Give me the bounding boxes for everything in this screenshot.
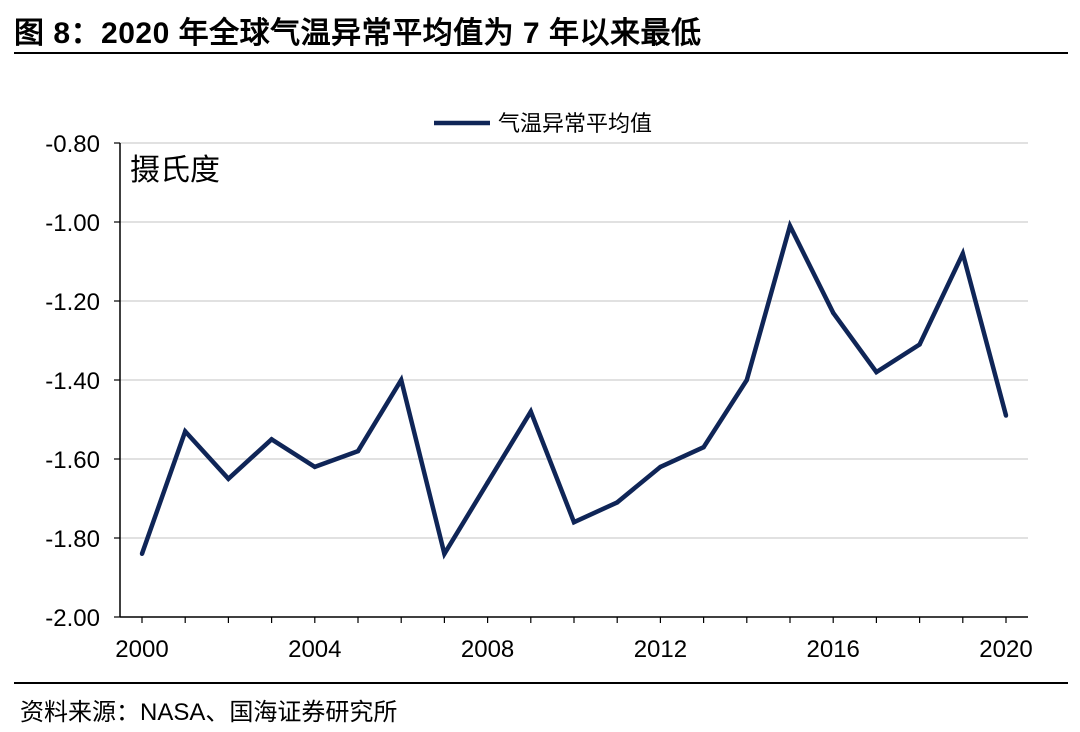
x-tick-label: 2004 bbox=[288, 636, 341, 663]
series-layer bbox=[139, 219, 1009, 560]
data-point bbox=[1003, 413, 1009, 418]
legend: 气温异常平均值 bbox=[434, 112, 652, 137]
figure-title: 图 8：2020 年全球气温异常平均值为 7 年以来最低 bbox=[14, 17, 702, 50]
x-tick-label: 2016 bbox=[807, 636, 860, 663]
source-note: 资料来源：NASA、国海证券研究所 bbox=[20, 699, 398, 726]
data-point bbox=[701, 444, 706, 450]
x-axis-ticks: 2000 2004 2008 2012 2016 2020 bbox=[115, 617, 1033, 663]
y-axis-ticks: -0.80 -1.00 -1.20 -1.40 -1.60 -1.80 -2.00 bbox=[45, 131, 120, 632]
y-tick-label: -1.20 bbox=[45, 289, 100, 316]
gridlines bbox=[120, 142, 1028, 539]
x-tick-label: 2008 bbox=[461, 636, 514, 663]
x-tick-label: 2012 bbox=[634, 636, 687, 663]
data-point bbox=[312, 464, 317, 470]
y-tick-label: -1.80 bbox=[45, 526, 100, 553]
data-point bbox=[269, 437, 274, 442]
source-divider bbox=[14, 682, 1068, 684]
y-tick-label: -1.00 bbox=[45, 210, 100, 237]
data-point bbox=[874, 369, 879, 375]
series-line bbox=[139, 219, 1009, 560]
data-point bbox=[571, 520, 577, 525]
data-point bbox=[355, 448, 361, 454]
data-point bbox=[528, 409, 533, 414]
data-point bbox=[744, 377, 749, 383]
legend-label: 气温异常平均值 bbox=[498, 112, 652, 137]
x-tick-label: 2020 bbox=[979, 636, 1032, 663]
data-point bbox=[960, 251, 965, 256]
data-point bbox=[485, 480, 490, 485]
data-point bbox=[917, 342, 922, 347]
data-point bbox=[399, 377, 404, 383]
data-point bbox=[139, 551, 145, 556]
data-point bbox=[442, 551, 447, 556]
data-point bbox=[183, 429, 188, 434]
data-point bbox=[787, 223, 793, 229]
line-chart: -0.80 -1.00 -1.20 -1.40 -1.60 -1.80 -2.00 2000… bbox=[45, 112, 1033, 663]
data-point bbox=[831, 310, 836, 316]
unit-label: 摄氏度 bbox=[130, 153, 220, 188]
y-tick-label: -2.00 bbox=[45, 605, 100, 632]
y-tick-label: -1.60 bbox=[45, 447, 100, 474]
data-point bbox=[226, 476, 231, 481]
data-point bbox=[658, 464, 663, 470]
x-tick-label: 2000 bbox=[115, 636, 168, 663]
y-tick-label: -1.40 bbox=[45, 368, 100, 395]
y-tick-label: -0.80 bbox=[45, 131, 100, 158]
title-divider bbox=[14, 52, 1068, 54]
data-point bbox=[615, 500, 620, 505]
